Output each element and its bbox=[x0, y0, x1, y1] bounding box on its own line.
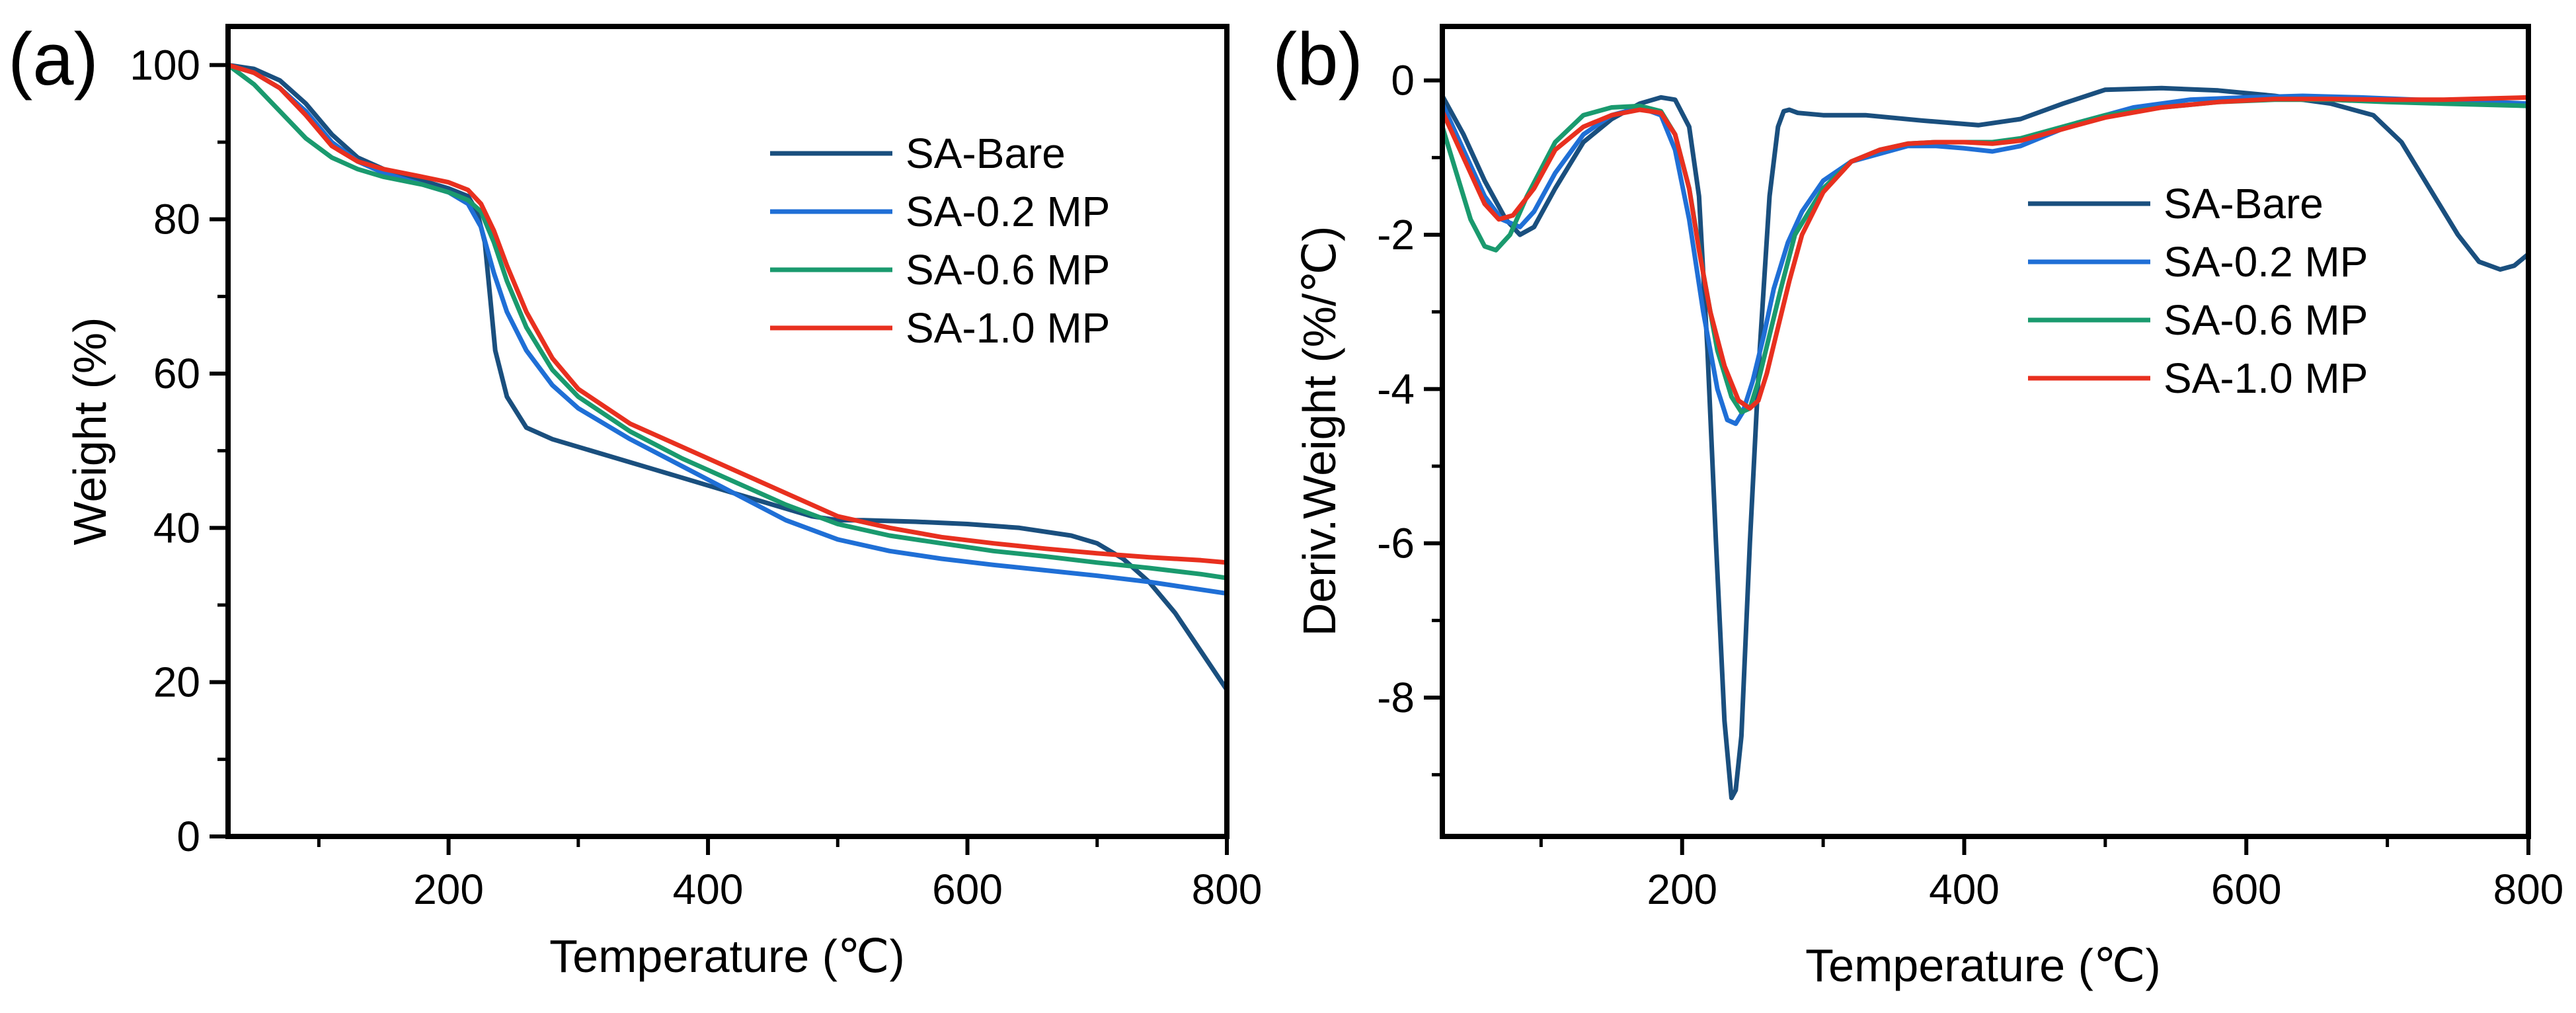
panel-a-legend: SA-Bare SA-0.2 MP SA-0.6 MP SA-1.0 MP bbox=[770, 130, 1110, 352]
panel-b-label: (b) bbox=[1272, 18, 1363, 101]
y-tick-label: 80 bbox=[153, 196, 200, 243]
legend-entry-label: SA-1.0 MP bbox=[2164, 354, 2368, 402]
series-line-sa-1-0-mp bbox=[1442, 95, 2528, 411]
series-line-sa-1-0-mp bbox=[228, 62, 1227, 565]
y-tick-label: 100 bbox=[130, 41, 200, 89]
legend-entry-label: SA-0.6 MP bbox=[2164, 296, 2368, 344]
y-tick-label: 20 bbox=[153, 659, 200, 706]
panel-a-x-ticks: 200 400 600 800 bbox=[317, 836, 1263, 913]
y-tick-label: 40 bbox=[153, 504, 200, 551]
series-line-sa-bare bbox=[1442, 85, 2528, 801]
panel-a-plot-area bbox=[228, 62, 1227, 692]
x-tick-label: 800 bbox=[1192, 866, 1263, 913]
x-tick-label: 400 bbox=[1929, 866, 2000, 913]
x-tick-label: 400 bbox=[673, 866, 744, 913]
panel-a-y-ticks: 0 20 40 60 80 100 bbox=[130, 41, 228, 860]
y-tick-label: -6 bbox=[1377, 520, 1415, 567]
panel-a-weight-chart: (a) 200 400 600 800 0 20 40 60 80 100 Temperatur… bbox=[8, 18, 1262, 982]
panel-a-label: (a) bbox=[8, 18, 98, 101]
y-tick-label: 0 bbox=[1391, 57, 1415, 104]
x-tick-label: 200 bbox=[1647, 866, 1717, 913]
panel-a-x-axis-title: Temperature (℃) bbox=[549, 930, 905, 982]
panel-a-frame bbox=[225, 24, 1229, 839]
y-tick-label: -8 bbox=[1377, 674, 1415, 721]
legend-entry-label: SA-0.2 MP bbox=[906, 188, 1110, 235]
x-tick-label: 800 bbox=[2493, 866, 2564, 913]
panel-b-x-ticks: 200 400 600 800 bbox=[1539, 836, 2564, 913]
series-line-sa-0-2-mp bbox=[1442, 93, 2528, 426]
panel-b-y-axis-title: Deriv.Weight (%/℃) bbox=[1294, 226, 1345, 637]
panel-a-y-axis-title: Weight (%) bbox=[64, 317, 116, 546]
legend-entry-label: SA-Bare bbox=[2164, 180, 2323, 227]
y-tick-label: 0 bbox=[176, 813, 200, 860]
legend-entry-label: SA-Bare bbox=[906, 130, 1066, 177]
panel-b-frame bbox=[1440, 24, 2531, 839]
series-line-sa-0-6-mp bbox=[228, 62, 1227, 581]
y-tick-label: 60 bbox=[153, 350, 200, 397]
series-line-sa-bare bbox=[228, 62, 1227, 692]
y-tick-label: -2 bbox=[1377, 211, 1415, 259]
legend-entry-label: SA-1.0 MP bbox=[906, 304, 1110, 352]
x-tick-label: 600 bbox=[2211, 866, 2282, 913]
panel-b-y-ticks: 0 -2 -4 -6 -8 bbox=[1377, 57, 1442, 777]
panel-b-plot-area bbox=[1442, 85, 2528, 801]
panel-b-legend: SA-Bare SA-0.2 MP SA-0.6 MP SA-1.0 MP bbox=[2028, 180, 2368, 402]
x-tick-label: 600 bbox=[932, 866, 1003, 913]
legend-entry-label: SA-0.2 MP bbox=[2164, 238, 2368, 286]
panel-b-derivative-chart: (b) 200 400 600 800 0 -2 -4 -6 -8 Temperature (… bbox=[1272, 18, 2563, 991]
panel-b-x-axis-title: Temperature (℃) bbox=[1805, 940, 2161, 991]
legend-entry-label: SA-0.6 MP bbox=[906, 246, 1110, 294]
y-tick-label: -4 bbox=[1377, 365, 1415, 413]
x-tick-label: 200 bbox=[413, 866, 484, 913]
